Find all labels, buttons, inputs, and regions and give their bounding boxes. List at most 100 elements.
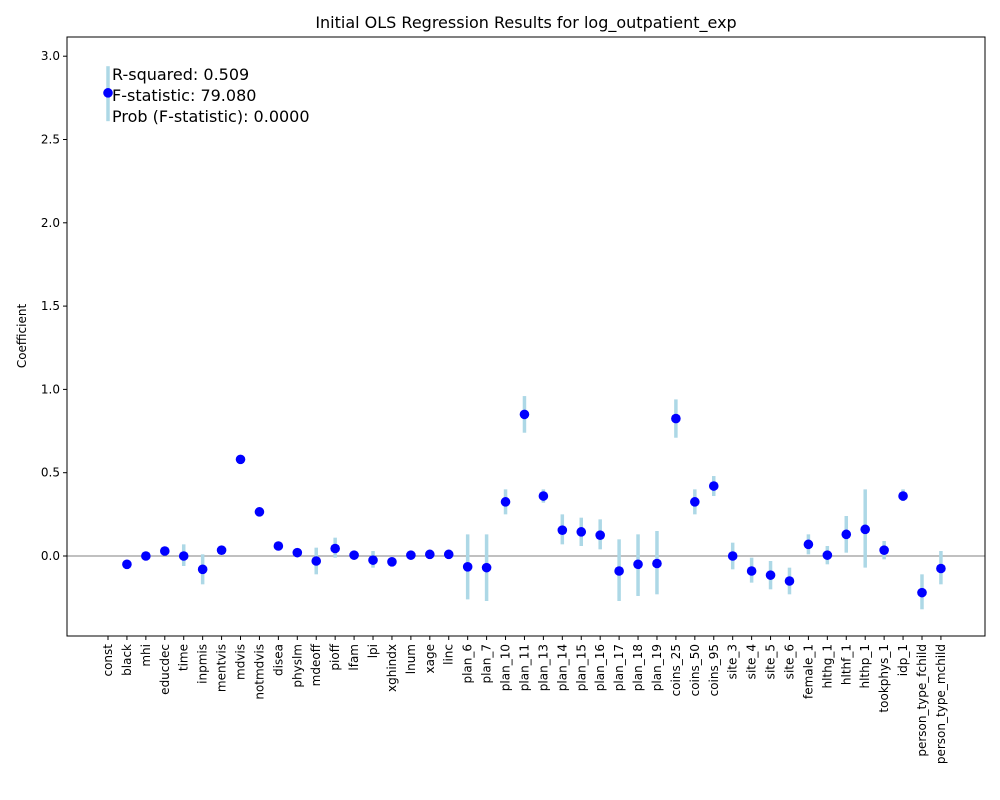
x-tick-label-plan_11: plan_11 bbox=[517, 644, 531, 691]
x-tick-label-lnum: lnum bbox=[404, 644, 418, 674]
x-tick-label-mdeoff: mdeoff bbox=[309, 643, 323, 686]
coef-point-time bbox=[178, 551, 189, 561]
coef-point-plan_19 bbox=[652, 558, 662, 569]
x-tick-label-plan_13: plan_13 bbox=[536, 644, 550, 691]
x-tick-label-inpmis: inpmis bbox=[196, 644, 210, 684]
y-tick-label: 1.5 bbox=[41, 299, 60, 313]
coef-point-coins_50 bbox=[690, 497, 700, 507]
coef-point-lnum bbox=[406, 550, 416, 560]
x-tick-label-hlthf_1: hlthf_1 bbox=[839, 644, 853, 685]
x-tick-label-lpi: lpi bbox=[366, 644, 380, 658]
stat-r-squared: R-squared: 0.509 bbox=[112, 65, 249, 84]
x-tick-label-notmdvis: notmdvis bbox=[252, 644, 266, 700]
coef-point-mentvis bbox=[216, 545, 227, 555]
coef-point-site_4 bbox=[746, 566, 757, 576]
x-tick-label-mhi: mhi bbox=[139, 644, 153, 667]
y-tick-label: 1.0 bbox=[41, 382, 60, 396]
x-tick-label-hlthp_1: hlthp_1 bbox=[858, 644, 872, 689]
coef-point-physlm bbox=[292, 547, 303, 558]
coef-point-coins_95 bbox=[708, 481, 719, 491]
coef-point-site_6 bbox=[784, 576, 795, 586]
x-tick-label-linc: linc bbox=[442, 644, 456, 665]
x-tick-label-coins_95: coins_95 bbox=[707, 644, 721, 696]
coef-point-disea bbox=[273, 541, 284, 551]
x-tick-label-black: black bbox=[120, 644, 134, 676]
x-tick-label-female_1: female_1 bbox=[801, 644, 815, 699]
x-tick-label-plan_10: plan_10 bbox=[499, 644, 513, 691]
y-tick-label: 3.0 bbox=[41, 49, 60, 63]
stat-prob-f: Prob (F-statistic): 0.0000 bbox=[112, 107, 310, 126]
stat-f-statistic: F-statistic: 79.080 bbox=[112, 86, 256, 105]
x-tick-label-time: time bbox=[177, 644, 191, 671]
coef-point-mdeoff bbox=[311, 556, 322, 566]
x-tick-label-mdvis: mdvis bbox=[234, 644, 248, 680]
x-tick-label-site_4: site_4 bbox=[745, 644, 759, 679]
coef-point-plan_10 bbox=[500, 497, 511, 507]
x-tick-label-idp_1: idp_1 bbox=[896, 644, 910, 676]
coef-point-site_3 bbox=[727, 551, 738, 561]
coef-point-pioff bbox=[330, 543, 340, 554]
x-tick-label-person_type_fchild: person_type_fchild bbox=[915, 644, 929, 757]
y-tick-label: 2.0 bbox=[41, 216, 60, 230]
y-tick-label: 0.5 bbox=[41, 466, 60, 480]
coef-point-xage bbox=[425, 549, 435, 560]
coef-point-person_type_fchild bbox=[917, 587, 927, 598]
coef-point-const bbox=[103, 88, 113, 98]
x-tick-label-plan_19: plan_19 bbox=[650, 644, 664, 691]
coef-point-educdec bbox=[159, 546, 170, 556]
coef-point-plan_14 bbox=[557, 525, 568, 535]
x-tick-label-plan_16: plan_16 bbox=[593, 644, 607, 691]
x-tick-label-plan_14: plan_14 bbox=[555, 644, 569, 691]
x-tick-label-plan_18: plan_18 bbox=[631, 644, 645, 691]
coef-point-mdvis bbox=[235, 454, 246, 465]
y-tick-label: 0.0 bbox=[41, 549, 60, 563]
x-tick-label-person_type_mchild: person_type_mchild bbox=[934, 644, 948, 764]
x-tick-label-physlm: physlm bbox=[290, 644, 304, 688]
x-tick-label-coins_50: coins_50 bbox=[688, 644, 702, 696]
x-tick-label-plan_7: plan_7 bbox=[480, 644, 494, 684]
x-tick-label-site_3: site_3 bbox=[726, 644, 740, 679]
coef-point-inpmis bbox=[197, 564, 208, 575]
coef-point-plan_11 bbox=[519, 409, 530, 420]
coef-point-plan_18 bbox=[633, 559, 643, 570]
plot-frame bbox=[66, 36, 986, 637]
coef-point-mhi bbox=[141, 551, 151, 561]
coef-point-hlthg_1 bbox=[822, 550, 833, 560]
y-tick-label: 2.5 bbox=[41, 133, 60, 147]
coef-point-plan_17 bbox=[614, 566, 624, 576]
coef-point-idp_1 bbox=[898, 491, 908, 501]
x-tick-label-lfam: lfam bbox=[347, 644, 361, 671]
x-tick-label-coins_25: coins_25 bbox=[669, 644, 683, 696]
coef-point-lfam bbox=[349, 550, 359, 560]
coef-point-lpi bbox=[368, 555, 378, 565]
coef-point-hlthf_1 bbox=[841, 529, 852, 540]
coef-point-plan_16 bbox=[595, 530, 605, 540]
coef-point-female_1 bbox=[803, 539, 814, 550]
x-tick-label-plan_6: plan_6 bbox=[461, 644, 475, 684]
y-axis-label: Coefficient bbox=[15, 304, 29, 369]
x-tick-label-plan_17: plan_17 bbox=[612, 644, 626, 691]
coef-point-tookphys_1 bbox=[879, 545, 889, 555]
coef-point-plan_15 bbox=[576, 527, 587, 537]
coef-point-plan_6 bbox=[462, 562, 473, 572]
coef-point-notmdvis bbox=[254, 507, 265, 517]
coef-point-plan_7 bbox=[481, 562, 492, 573]
coef-point-person_type_mchild bbox=[936, 563, 946, 574]
x-tick-label-pioff: pioff bbox=[328, 643, 342, 670]
x-tick-label-educdec: educdec bbox=[158, 644, 172, 695]
x-tick-label-tookphys_1: tookphys_1 bbox=[877, 644, 891, 713]
coef-point-black bbox=[122, 559, 132, 570]
x-tick-label-xage: xage bbox=[423, 644, 437, 673]
x-tick-label-hlthg_1: hlthg_1 bbox=[820, 644, 834, 689]
coef-point-coins_25 bbox=[671, 413, 681, 424]
x-tick-label-xghindx: xghindx bbox=[385, 644, 399, 692]
coef-point-plan_13 bbox=[538, 491, 549, 501]
x-tick-label-mentvis: mentvis bbox=[215, 644, 229, 692]
x-tick-label-plan_15: plan_15 bbox=[574, 644, 588, 691]
chart-title: Initial OLS Regression Results for log_o… bbox=[315, 13, 736, 33]
x-tick-label-const: const bbox=[101, 644, 115, 677]
coef-point-site_5 bbox=[765, 570, 776, 580]
x-tick-label-site_5: site_5 bbox=[764, 644, 778, 679]
coef-point-hlthp_1 bbox=[860, 524, 870, 535]
